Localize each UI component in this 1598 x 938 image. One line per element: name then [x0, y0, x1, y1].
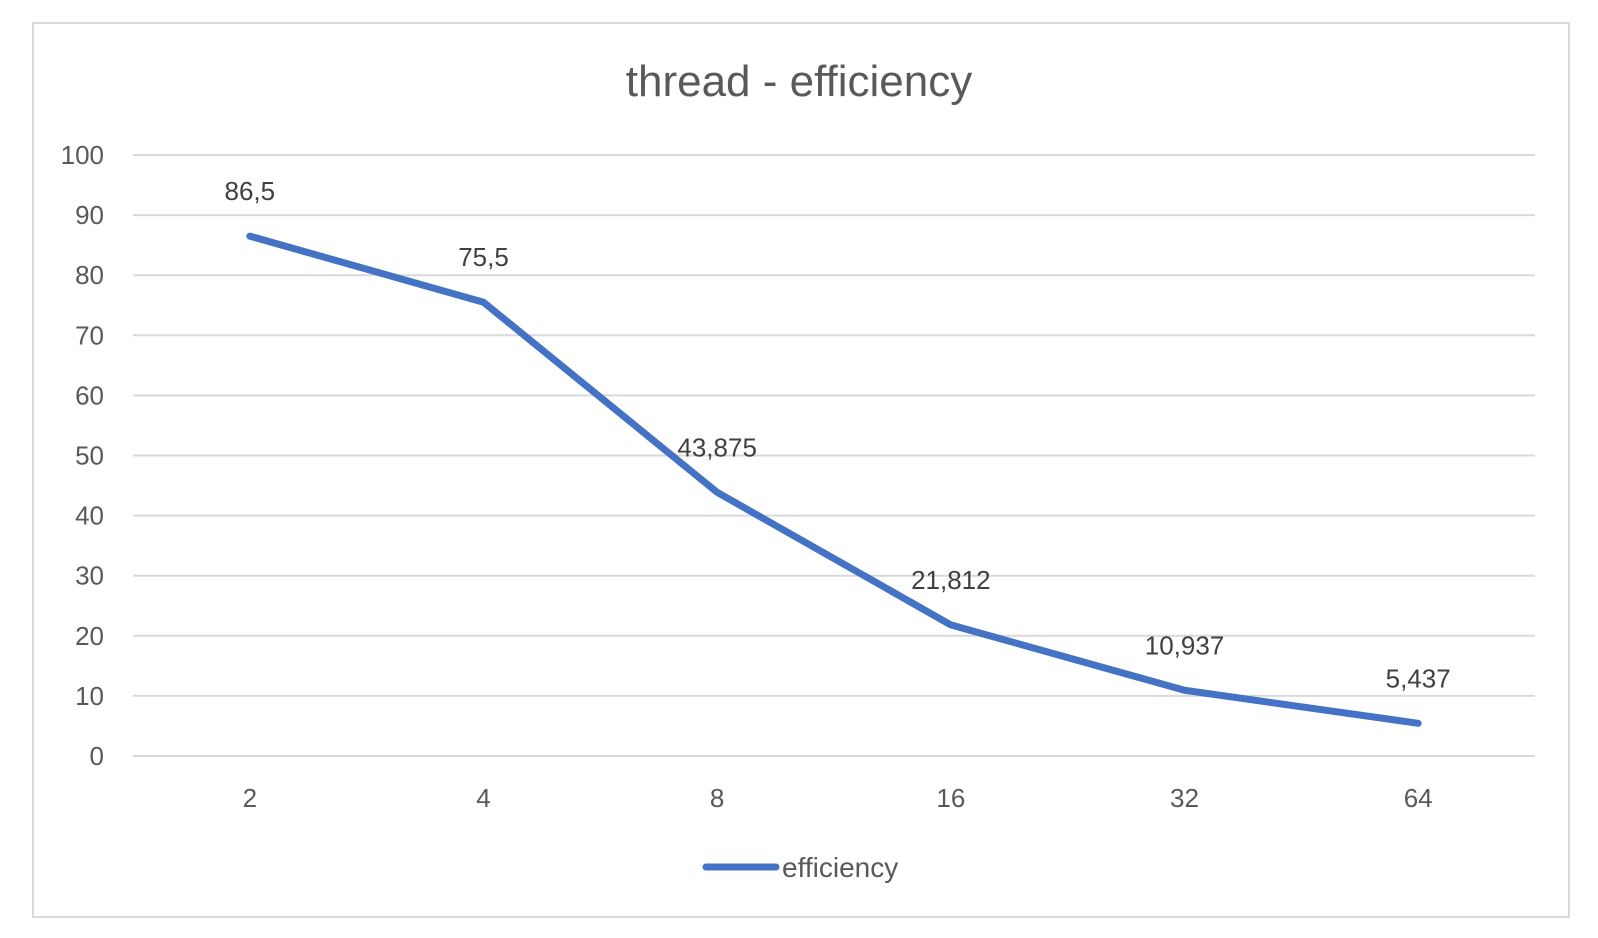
data-label: 43,875	[677, 432, 757, 462]
x-axis-ticks: 2 4 8 16 32 64	[243, 783, 1433, 813]
y-tick-label: 0	[90, 741, 104, 771]
x-tick-label: 64	[1404, 783, 1433, 813]
data-label: 86,5	[225, 176, 276, 206]
y-tick-label: 90	[75, 200, 104, 230]
x-tick-label: 32	[1170, 783, 1199, 813]
chart-title: thread - efficiency	[626, 57, 972, 106]
data-label: 21,812	[911, 565, 991, 595]
gridlines	[133, 154, 1535, 757]
y-tick-label: 30	[75, 561, 104, 591]
x-tick-label: 2	[243, 783, 257, 813]
series-line-efficiency	[246, 232, 1422, 727]
y-tick-label: 60	[75, 380, 104, 410]
data-label: 5,437	[1386, 663, 1451, 693]
series-efficiency	[246, 232, 1422, 727]
y-axis-ticks: 0 10 20 30 40 50 60 70 80 90 100	[61, 140, 104, 771]
x-tick-label: 16	[936, 783, 965, 813]
x-tick-label: 4	[476, 783, 490, 813]
data-label: 10,937	[1145, 630, 1225, 660]
y-tick-label: 80	[75, 260, 104, 290]
x-tick-label: 8	[710, 783, 724, 813]
legend-label-efficiency: efficiency	[782, 852, 898, 883]
data-label: 75,5	[458, 242, 509, 272]
y-tick-label: 50	[75, 441, 104, 471]
y-tick-label: 100	[61, 140, 104, 170]
legend: efficiency	[702, 852, 898, 883]
y-tick-label: 70	[75, 320, 104, 350]
data-labels: 86,5 75,5 43,875 21,812 10,937 5,437	[225, 176, 1451, 693]
y-tick-label: 40	[75, 501, 104, 531]
y-tick-label: 20	[75, 621, 104, 651]
y-tick-label: 10	[75, 681, 104, 711]
chart-frame	[32, 22, 1570, 918]
